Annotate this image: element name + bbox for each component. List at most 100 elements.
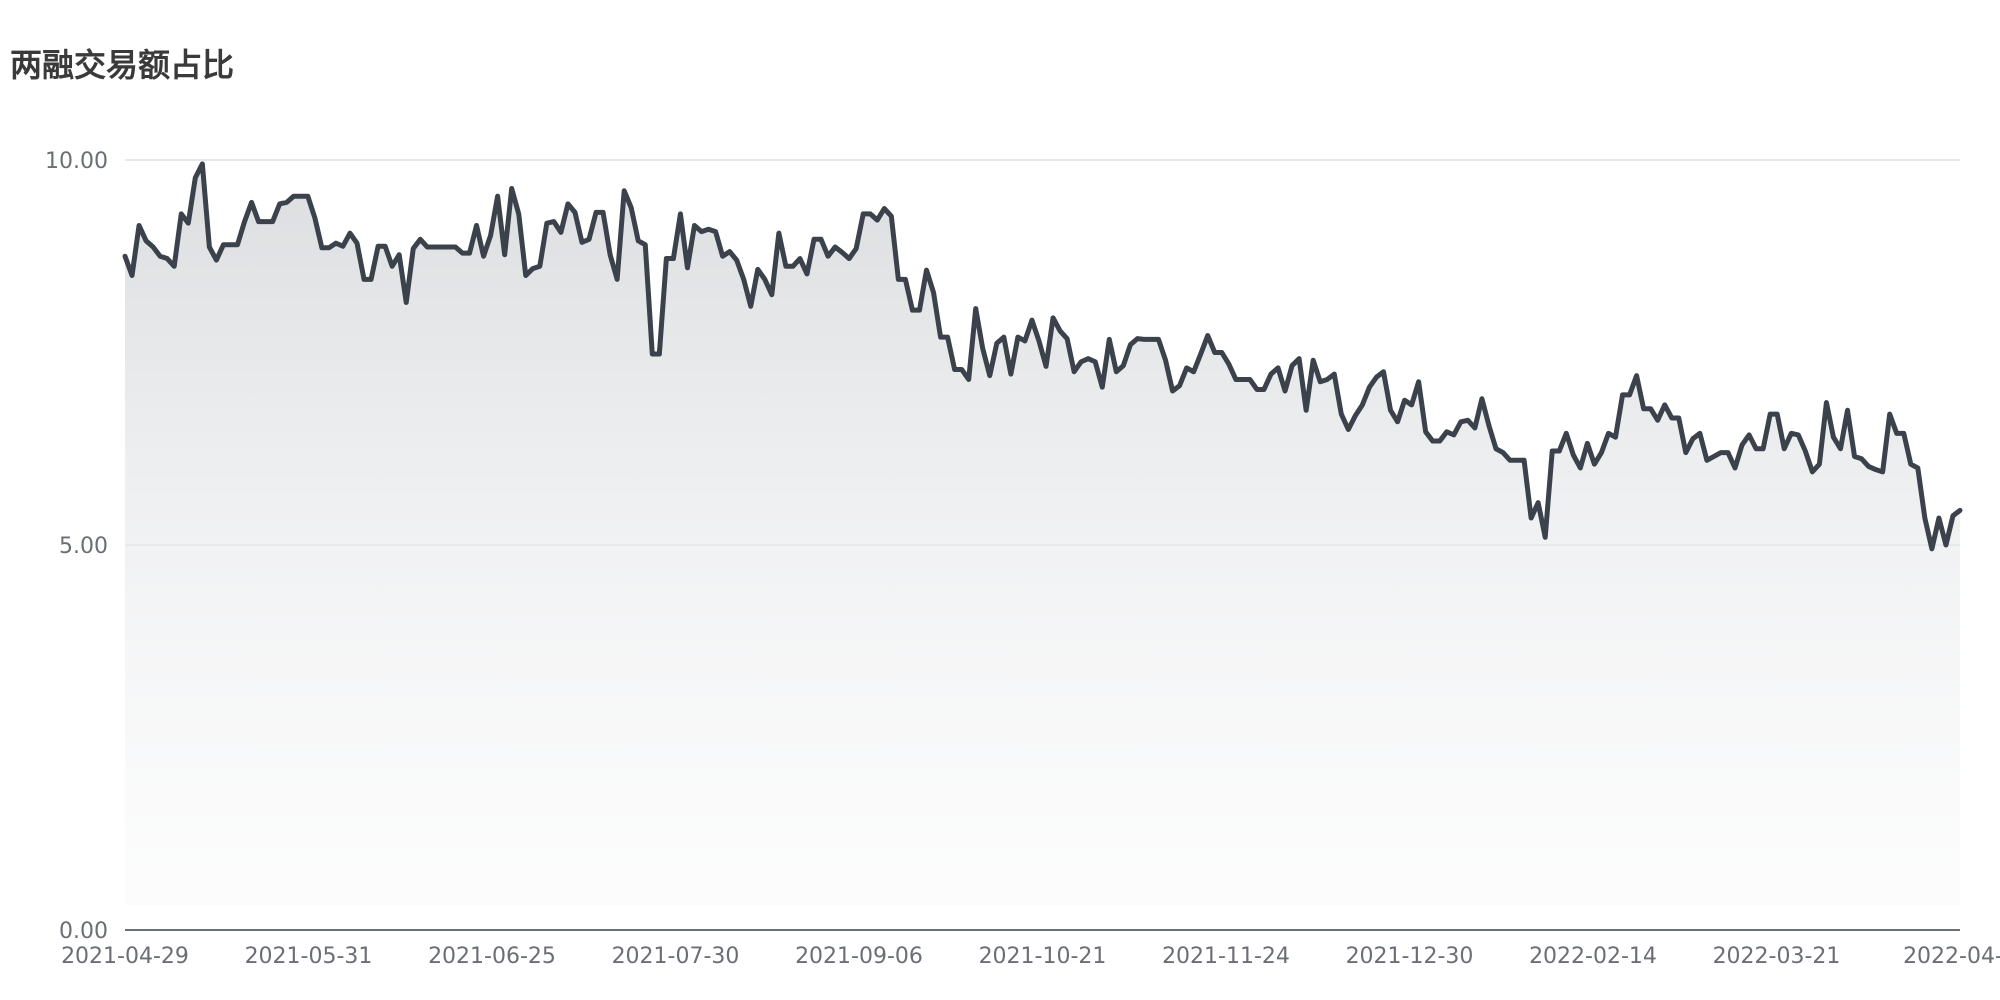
- data-point: [1508, 458, 1513, 463]
- data-point: [1866, 464, 1871, 469]
- data-point: [776, 231, 781, 236]
- data-point: [537, 264, 542, 269]
- data-point: [144, 238, 149, 243]
- data-point: [797, 256, 802, 261]
- data-point: [1908, 462, 1913, 467]
- data-point: [741, 277, 746, 282]
- data-point: [383, 244, 388, 249]
- data-point: [1036, 338, 1041, 343]
- data-point: [298, 194, 303, 199]
- data-point: [460, 251, 465, 256]
- data-point: [1430, 439, 1435, 444]
- y-tick-label: 10.00: [45, 149, 108, 174]
- data-point: [1212, 350, 1217, 355]
- data-point: [565, 201, 570, 206]
- data-point: [1304, 408, 1309, 413]
- data-point: [601, 210, 606, 215]
- data-point: [333, 241, 338, 246]
- data-point: [1515, 458, 1520, 463]
- data-point: [1184, 365, 1189, 370]
- data-point: [558, 230, 563, 235]
- data-point: [270, 219, 275, 224]
- data-point: [1001, 335, 1006, 340]
- data-point: [376, 244, 381, 249]
- data-point: [1789, 431, 1794, 436]
- data-point: [1170, 389, 1175, 394]
- data-point: [1493, 446, 1498, 451]
- data-point: [214, 258, 219, 263]
- data-point: [200, 161, 205, 166]
- data-point: [1550, 449, 1555, 454]
- x-tick-label: 2021-06-25: [428, 944, 556, 969]
- data-point: [249, 200, 254, 205]
- data-point: [1817, 462, 1822, 467]
- data-point: [1247, 377, 1252, 382]
- data-point: [720, 254, 725, 259]
- data-point: [467, 251, 472, 256]
- data-point: [1079, 359, 1084, 364]
- data-point: [1156, 337, 1161, 342]
- data-point: [390, 264, 395, 269]
- data-point: [1177, 383, 1182, 388]
- data-point: [1219, 350, 1224, 355]
- data-point: [643, 242, 648, 247]
- data-point: [861, 211, 866, 216]
- data-point: [594, 210, 599, 215]
- data-point: [1585, 441, 1590, 446]
- data-point: [636, 238, 641, 243]
- data-point: [123, 254, 128, 259]
- data-point: [151, 245, 156, 250]
- data-point: [158, 254, 163, 259]
- data-point: [137, 223, 142, 228]
- data-point: [1592, 462, 1597, 467]
- data-point: [551, 219, 556, 224]
- data-point: [418, 237, 423, 242]
- data-point: [769, 292, 774, 297]
- data-point: [629, 205, 634, 210]
- data-point: [804, 271, 809, 276]
- data-point: [186, 221, 191, 226]
- data-point: [1887, 412, 1892, 417]
- data-point: [1950, 513, 1955, 518]
- x-tick-label: 2021-10-21: [979, 944, 1107, 969]
- data-point: [945, 335, 950, 340]
- data-point: [1072, 369, 1077, 374]
- data-point: [1831, 435, 1836, 440]
- data-point: [1240, 377, 1245, 382]
- data-point: [847, 256, 852, 261]
- data-point: [1838, 446, 1843, 451]
- data-point: [235, 242, 240, 247]
- y-tick-label: 5.00: [59, 534, 108, 559]
- data-point: [1198, 352, 1203, 357]
- data-point: [130, 273, 135, 278]
- data-point: [896, 277, 901, 282]
- data-point: [579, 240, 584, 245]
- data-point: [1901, 431, 1906, 436]
- data-point: [1451, 432, 1456, 437]
- data-point: [1803, 449, 1808, 454]
- data-point: [882, 206, 887, 211]
- data-point: [1416, 379, 1421, 384]
- data-point: [938, 335, 943, 340]
- data-point: [425, 245, 430, 250]
- data-point: [1205, 333, 1210, 338]
- data-point: [1810, 469, 1815, 474]
- data-point: [1873, 467, 1878, 472]
- y-tick-label: 0.00: [59, 919, 108, 944]
- data-point: [1690, 436, 1695, 441]
- data-point: [1613, 435, 1618, 440]
- data-point: [1711, 454, 1716, 459]
- data-point: [453, 245, 458, 250]
- data-point: [312, 215, 317, 220]
- data-point: [1058, 328, 1063, 333]
- data-point: [340, 244, 345, 249]
- x-tick-label: 2021-09-06: [795, 944, 923, 969]
- data-point: [1360, 402, 1365, 407]
- data-point: [284, 200, 289, 205]
- data-point: [1943, 543, 1948, 548]
- series-area-fill: [125, 163, 1960, 906]
- data-point: [1929, 546, 1934, 551]
- data-point: [1564, 431, 1569, 436]
- data-point: [889, 214, 894, 219]
- data-point: [840, 250, 845, 255]
